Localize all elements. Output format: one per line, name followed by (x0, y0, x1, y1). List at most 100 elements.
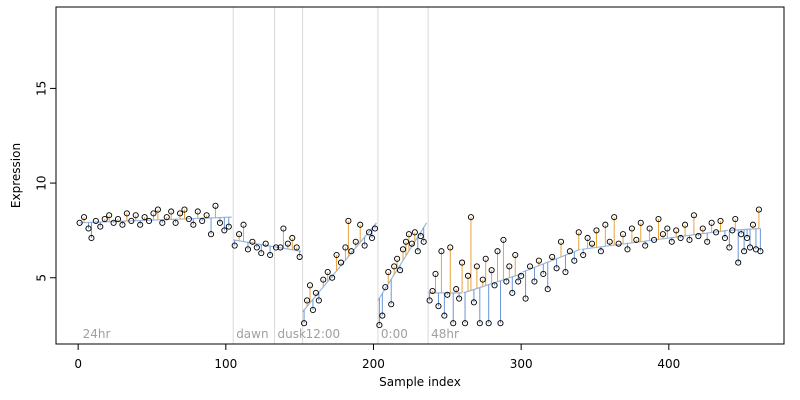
sample-point (329, 274, 336, 281)
sample-point (518, 272, 525, 279)
sample-point (597, 248, 604, 255)
sample-point (231, 242, 238, 249)
sample-point (159, 219, 166, 226)
phase-label: 0:00 (381, 327, 408, 341)
sample-point (540, 270, 547, 277)
sample-point (562, 269, 569, 276)
sample-point (642, 242, 649, 249)
sample-point (361, 242, 368, 249)
sample-point (503, 278, 510, 285)
sample-point (141, 214, 148, 221)
sample-point (253, 244, 260, 251)
sample-point (535, 257, 542, 264)
sample-point (208, 231, 215, 238)
sample-point (473, 263, 480, 270)
sample-point (721, 234, 728, 242)
sample-point (699, 225, 706, 232)
sample-point (97, 223, 104, 230)
sample-point (145, 217, 153, 224)
sample-point (512, 251, 519, 259)
sample-point (435, 303, 442, 310)
phase-label: dawn (236, 327, 268, 341)
sample-point (221, 227, 228, 234)
sample-point (309, 306, 316, 313)
sample-point (132, 212, 139, 219)
sample-point (277, 244, 284, 251)
sample-point (677, 234, 684, 242)
sample-point (655, 215, 662, 223)
sample-point (544, 286, 551, 293)
sample-point (85, 225, 92, 232)
sample-points (76, 202, 764, 329)
sample-point (494, 248, 501, 255)
sample-point (385, 269, 392, 276)
sample-point (262, 240, 269, 247)
sample-point (123, 210, 130, 217)
sample-point (249, 238, 256, 245)
sample-point (549, 253, 556, 260)
sample-point (450, 320, 457, 327)
sample-point (467, 214, 474, 221)
sample-point (280, 225, 287, 232)
sample-point (106, 212, 113, 219)
sample-point (163, 214, 170, 221)
sample-point (738, 231, 745, 238)
sample-point (509, 289, 516, 296)
sample-point (212, 202, 219, 209)
sample-point (557, 238, 565, 245)
sample-point (284, 240, 291, 247)
sample-point (686, 236, 693, 243)
sample-point (376, 322, 383, 329)
sample-point (394, 255, 401, 262)
sample-point (244, 246, 252, 253)
sample-point (447, 244, 454, 251)
x-tick-label: 400 (657, 357, 680, 371)
sample-point (744, 234, 751, 242)
sample-point (735, 259, 742, 266)
sample-point (479, 276, 486, 283)
sample-point (324, 269, 331, 276)
sample-point (81, 214, 88, 221)
sample-point (741, 248, 748, 255)
sample-point (119, 221, 126, 228)
sample-point (357, 221, 364, 228)
sample-point (150, 210, 157, 217)
sample-point (342, 244, 349, 251)
sample-point (181, 206, 188, 213)
sample-point (399, 246, 407, 253)
sample-point (388, 301, 395, 308)
sample-point (301, 320, 308, 327)
y-axis: 5 10 15 (35, 81, 57, 282)
sample-point (352, 238, 359, 245)
sample-point (531, 278, 538, 285)
sample-point (755, 206, 762, 213)
y-tick-label: 5 (35, 274, 49, 282)
sample-point (337, 259, 345, 266)
sample-point (267, 251, 274, 259)
sample-point (515, 278, 522, 285)
sample-point (203, 212, 210, 219)
y-tick-label: 15 (35, 81, 49, 96)
sample-point (379, 312, 386, 319)
sample-point (732, 215, 739, 223)
x-axis-title: Sample index (379, 375, 461, 389)
sample-point (303, 297, 311, 304)
sample-point (101, 215, 108, 223)
sample-point (746, 244, 754, 251)
x-tick-label: 200 (362, 357, 385, 371)
sample-point (296, 253, 303, 260)
sample-point (320, 276, 327, 283)
sample-point (289, 234, 296, 242)
sample-point (593, 227, 600, 234)
phase-label: 48hr (431, 327, 459, 341)
sample-point (619, 231, 627, 238)
sample-point (729, 227, 736, 234)
sample-point (382, 284, 389, 291)
sample-point (429, 287, 436, 295)
x-tick-label: 300 (510, 357, 533, 371)
sample-point (225, 223, 232, 230)
sample-point (611, 214, 618, 221)
sample-point (405, 231, 412, 238)
sample-point (624, 246, 631, 253)
